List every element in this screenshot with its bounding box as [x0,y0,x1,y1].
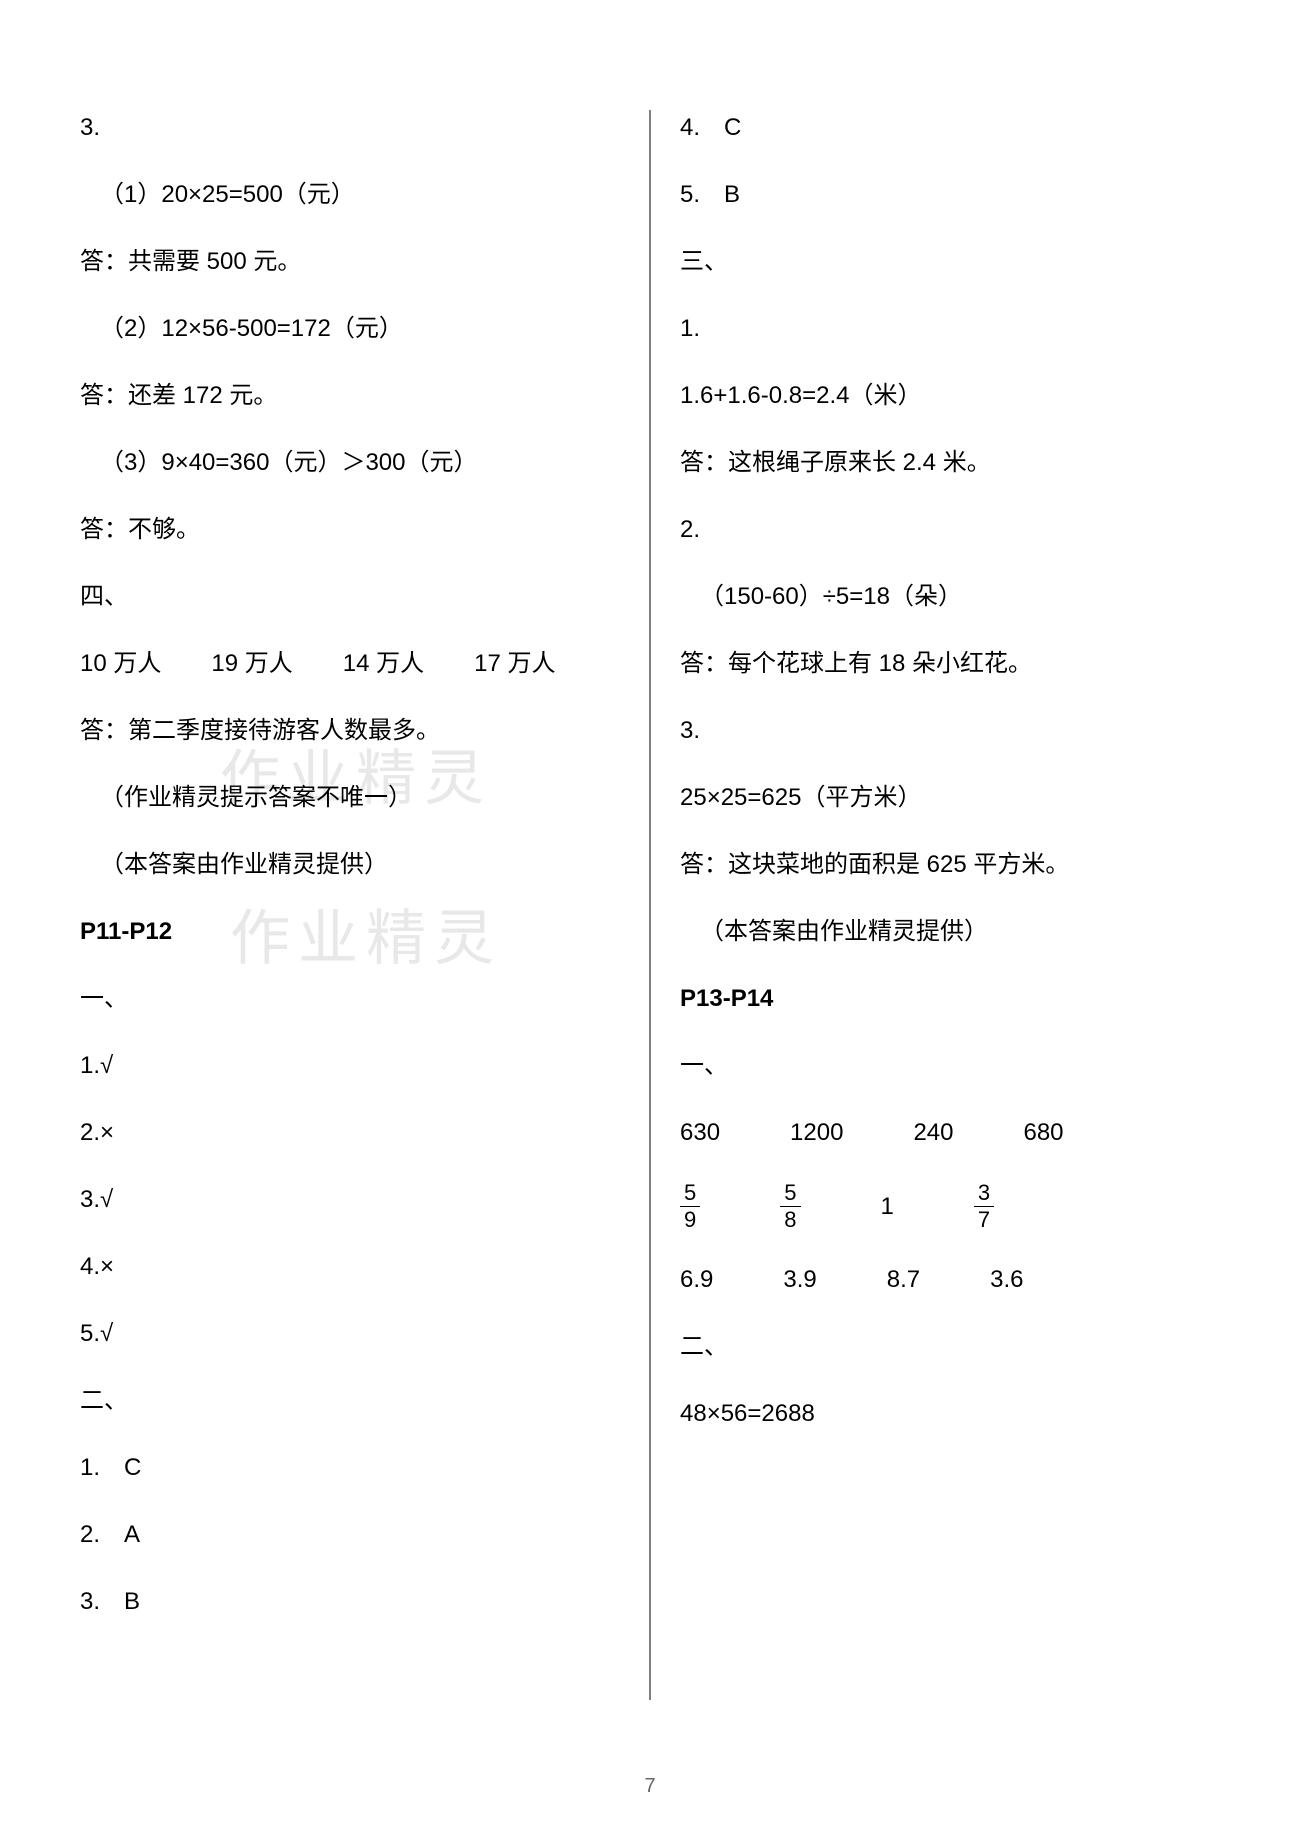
text-line: （本答案由作业精灵提供） [680,914,1220,950]
page-number: 7 [644,1775,655,1798]
text-line: （作业精灵提示答案不唯一） [80,780,620,816]
fraction: 5 9 [680,1182,700,1231]
value: 1200 [790,1115,843,1151]
value: 3.6 [990,1262,1023,1298]
left-column: 3. （1）20×25=500（元） 答：共需要 500 元。 （2）12×56… [80,110,650,1778]
fraction: 3 7 [974,1182,994,1231]
text-line: （2）12×56-500=172（元） [80,311,620,347]
text-line: 5. B [680,177,1220,213]
text-line: 1.√ [80,1048,620,1084]
denominator: 8 [780,1207,800,1231]
text-line: 2. A [80,1517,620,1553]
text-line: 3. [680,713,1220,749]
section-heading: P11-P12 [80,914,620,950]
text-line: 2. [680,512,1220,548]
text-line: 答：每个花球上有 18 朵小红花。 [680,646,1220,682]
text-line: 答：不够。 [80,512,620,548]
text-line: 一、 [80,981,620,1017]
text-line: 5.√ [80,1316,620,1352]
value: 17 万人 [474,646,555,682]
section-heading: P13-P14 [680,981,1220,1017]
value: 8.7 [887,1262,920,1298]
text-line: 4. C [680,110,1220,146]
text-line: 3. B [80,1584,620,1620]
value: 630 [680,1115,720,1151]
text-line: （本答案由作业精灵提供） [80,847,620,883]
value: 14 万人 [343,646,424,682]
text-line: （3）9×40=360（元）＞300（元） [80,445,620,481]
text-line: 48×56=2688 [680,1396,1220,1432]
text-line: 答：这根绳子原来长 2.4 米。 [680,445,1220,481]
text-line: 二、 [80,1383,620,1419]
text-line: （1）20×25=500（元） [80,177,620,213]
value: 680 [1023,1115,1063,1151]
text-line: 1. C [80,1450,620,1486]
text-line: 1. [680,311,1220,347]
text-line: 一、 [680,1048,1220,1084]
value: 1 [881,1189,894,1225]
data-row: 6.9 3.9 8.7 3.6 [680,1262,1220,1298]
numerator: 5 [680,1182,700,1207]
denominator: 9 [680,1207,700,1231]
text-line: 答：第二季度接待游客人数最多。 [80,713,620,749]
column-divider [650,110,651,1700]
text-line: 答：还差 172 元。 [80,378,620,414]
value: 10 万人 [80,646,161,682]
fraction: 5 8 [780,1182,800,1231]
text-line: 3. [80,110,620,146]
numerator: 3 [974,1182,994,1207]
text-line: 3.√ [80,1182,620,1218]
text-line: 2.× [80,1115,620,1151]
denominator: 7 [974,1207,994,1231]
data-row: 10 万人 19 万人 14 万人 17 万人 [80,646,620,682]
text-line: 四、 [80,579,620,615]
value: 6.9 [680,1262,713,1298]
fraction-row: 5 9 5 8 1 3 7 [680,1182,1220,1231]
text-line: 1.6+1.6-0.8=2.4（米） [680,378,1220,414]
text-line: 25×25=625（平方米） [680,780,1220,816]
text-line: （150-60）÷5=18（朵） [680,579,1220,615]
page-container: 3. （1）20×25=500（元） 答：共需要 500 元。 （2）12×56… [80,110,1220,1778]
right-column: 4. C 5. B 三、 1. 1.6+1.6-0.8=2.4（米） 答：这根绳… [650,110,1220,1778]
text-line: 4.× [80,1249,620,1285]
text-line: 二、 [680,1329,1220,1365]
text-line: 三、 [680,244,1220,280]
value: 3.9 [783,1262,816,1298]
text-line: 答：这块菜地的面积是 625 平方米。 [680,847,1220,883]
numerator: 5 [780,1182,800,1207]
value: 19 万人 [211,646,292,682]
text-line: 答：共需要 500 元。 [80,244,620,280]
data-row: 630 1200 240 680 [680,1115,1220,1151]
value: 240 [913,1115,953,1151]
